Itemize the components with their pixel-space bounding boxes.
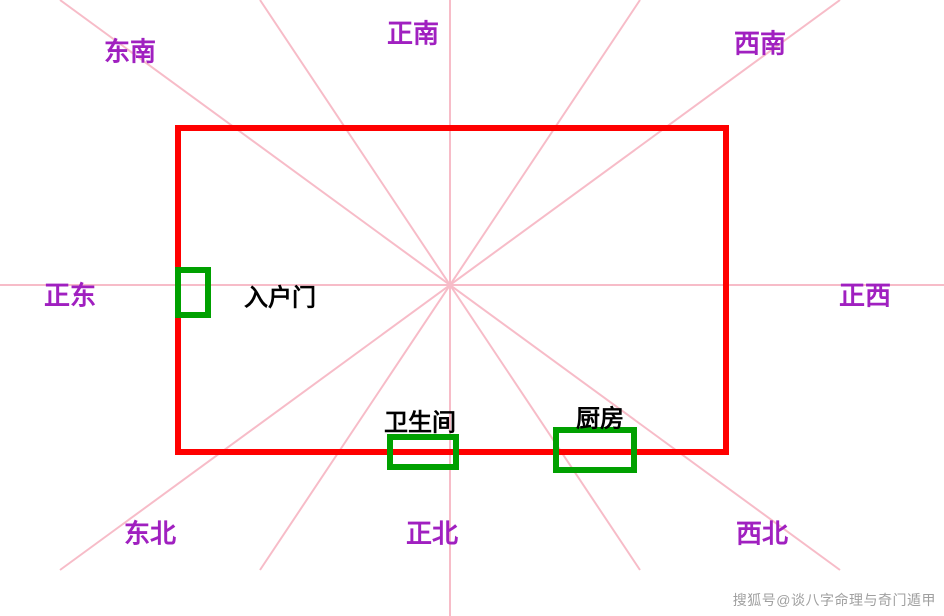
direction-label-n: 正北 (406, 514, 458, 551)
direction-label-ne: 东北 (124, 514, 176, 551)
direction-label-s: 正南 (387, 14, 439, 51)
direction-label-e: 正东 (44, 276, 96, 313)
watermark-text: 搜狐号@谈八字命理与奇门遁甲 (733, 590, 936, 610)
room-label-kitchen: 厨房 (576, 399, 624, 434)
room-label-bathroom: 卫生间 (384, 403, 456, 438)
direction-label-w: 正西 (839, 276, 891, 313)
direction-label-sw: 西南 (734, 24, 786, 61)
room-label-entry: 入户门 (244, 278, 316, 313)
direction-label-nw: 西北 (736, 514, 788, 551)
direction-label-se: 东南 (104, 32, 156, 69)
